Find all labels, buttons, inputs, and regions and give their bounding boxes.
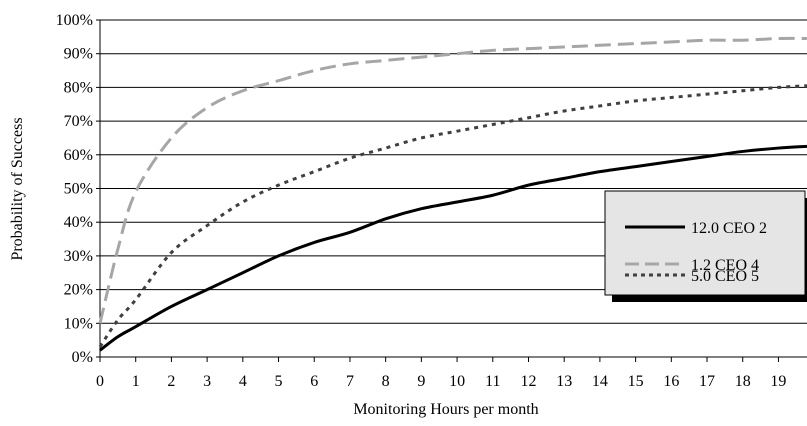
- y-tick-label: 60%: [64, 147, 93, 164]
- x-tick-label: 2: [167, 373, 175, 390]
- x-tick-label: 18: [735, 373, 751, 390]
- x-tick-label: 19: [770, 373, 786, 390]
- x-tick-label: 9: [417, 373, 425, 390]
- x-tick-label: 0: [96, 373, 104, 390]
- x-tick-label: 16: [663, 373, 679, 390]
- y-tick-label: 20%: [64, 282, 93, 299]
- x-tick-label: 12: [520, 373, 536, 390]
- y-tick-label: 10%: [64, 315, 93, 332]
- series-line-12-0-ceo-2: [99, 144, 807, 352]
- x-tick-label: 14: [592, 373, 608, 390]
- y-tick-label: 70%: [64, 113, 93, 130]
- x-tick-label: 10: [449, 373, 465, 390]
- y-axis-label: Probability of Success: [9, 117, 26, 260]
- y-tick-label: 80%: [64, 79, 93, 96]
- legend-box: [604, 190, 806, 296]
- y-tick-label: 100%: [56, 12, 93, 29]
- y-tick-label: 0%: [72, 349, 93, 366]
- y-tick-label: 50%: [64, 181, 93, 198]
- x-tick-label: 6: [310, 373, 318, 390]
- x-tick-label: 1: [132, 373, 140, 390]
- x-tick-label: 5: [275, 373, 283, 390]
- x-axis-ticks: 0 1 2 3 4 5 6 7 8 9 10 11 12 13 14 15 16 17 18 19: [96, 357, 786, 390]
- x-tick-label: 4: [239, 373, 247, 390]
- y-tick-label: 30%: [64, 248, 93, 265]
- y-tick-label: 40%: [64, 214, 93, 231]
- legend: 12.0 CEO 2 1.2 CEO 4 5.0 CEO 5: [604, 190, 807, 302]
- x-tick-label: 13: [556, 373, 572, 390]
- series-line-5-0-ceo-5: [98, 84, 807, 348]
- series-lines: [98, 36, 807, 352]
- x-axis-label: Monitoring Hours per month: [353, 401, 538, 418]
- x-tick-label: 15: [628, 373, 644, 390]
- x-tick-label: 7: [346, 373, 354, 390]
- x-tick-label: 8: [382, 373, 390, 390]
- y-tick-label: 90%: [64, 46, 93, 63]
- y-axis-ticks: 0% 10% 20% 30% 40% 50% 60% 70% 80% 90% 100%: [56, 12, 100, 366]
- legend-label-5-0-ceo-5: 5.0 CEO 5: [691, 268, 759, 285]
- series-line-1-2-ceo-4: [98, 36, 807, 324]
- x-tick-label: 17: [699, 373, 715, 390]
- x-tick-label: 11: [485, 373, 500, 390]
- x-tick-label: 3: [203, 373, 211, 390]
- legend-label-1-2-ceo-4: 1.2 CEO 4: [691, 257, 759, 274]
- legend-label-12-ceo-2: 12.0 CEO 2: [691, 220, 767, 237]
